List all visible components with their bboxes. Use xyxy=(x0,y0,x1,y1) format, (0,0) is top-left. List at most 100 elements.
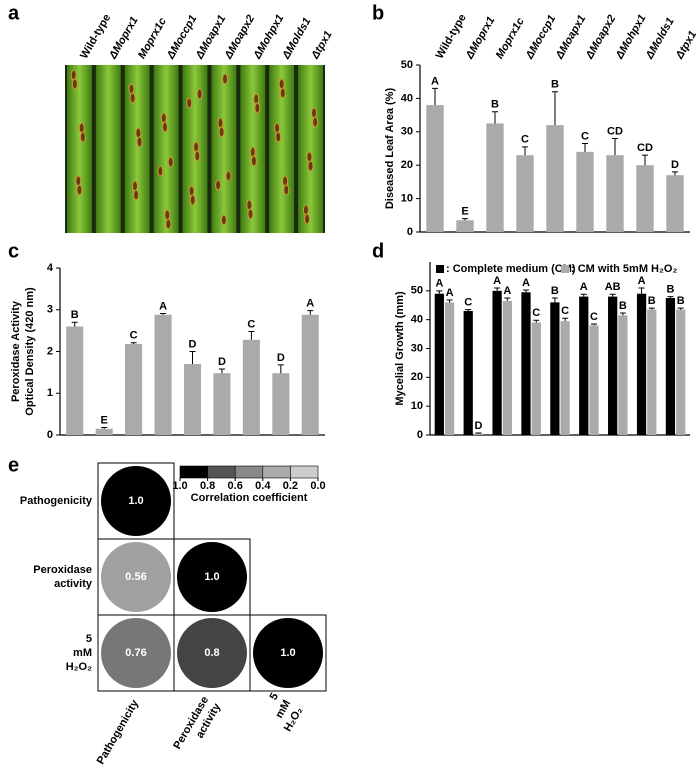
y-axis-label: Peroxidase Activity xyxy=(10,300,22,402)
y-tick-label: 4 xyxy=(47,262,54,274)
significance-letter: A xyxy=(435,278,443,290)
significance-letter: D xyxy=(277,352,285,364)
y-axis-label: Diseased Leaf Area (%) xyxy=(384,88,396,210)
bar xyxy=(213,373,231,435)
significance-letter: E xyxy=(461,206,468,218)
lesion xyxy=(249,146,256,158)
significance-letter: C xyxy=(521,134,529,146)
error-bar xyxy=(580,293,587,297)
bar xyxy=(618,315,628,435)
lesion xyxy=(250,155,257,167)
y-tick-label: 30 xyxy=(401,126,413,138)
significance-letter: C xyxy=(532,307,540,319)
bar xyxy=(576,151,594,232)
bar xyxy=(579,296,589,435)
bar xyxy=(463,311,473,435)
correlation-label: 1.0 xyxy=(204,571,219,583)
row-label: Pathogenicity xyxy=(20,495,93,507)
significance-letter: C xyxy=(561,305,569,317)
correlation-label: 0.56 xyxy=(125,571,146,583)
correlation-circle xyxy=(101,618,171,688)
colorbar-tick-label: 0.2 xyxy=(283,480,298,492)
y-tick-label: 3 xyxy=(47,304,53,316)
significance-letter: D xyxy=(671,159,679,171)
significance-letter: B xyxy=(551,79,559,91)
significance-letter: AB xyxy=(605,281,621,293)
bar xyxy=(665,298,676,435)
leaf xyxy=(95,65,121,233)
bar xyxy=(272,373,290,435)
bar xyxy=(560,321,570,435)
significance-letter: A xyxy=(159,300,167,312)
error-bar xyxy=(582,142,588,152)
panel-label: d xyxy=(372,240,384,262)
error-bar xyxy=(248,330,255,340)
lesion xyxy=(304,213,311,225)
significance-letter: A xyxy=(431,75,439,87)
bar xyxy=(444,302,455,435)
lesion xyxy=(306,151,313,163)
leaf xyxy=(298,65,323,233)
lesion xyxy=(218,126,225,138)
error-bar xyxy=(101,426,108,429)
significance-letter: C xyxy=(464,296,472,308)
lesion xyxy=(76,184,83,196)
error-bar xyxy=(475,432,482,434)
bar xyxy=(636,293,647,435)
y-tick-label: 20 xyxy=(411,371,423,383)
bar xyxy=(242,339,260,435)
leaf xyxy=(153,65,179,233)
error-bar xyxy=(307,310,314,315)
error-bar xyxy=(672,171,678,176)
correlation-label: 0.76 xyxy=(125,647,146,659)
y-tick-label: 1 xyxy=(47,387,53,399)
leaf xyxy=(124,65,150,233)
error-bar xyxy=(432,87,438,106)
lesion xyxy=(215,179,222,191)
significance-letter: E xyxy=(100,414,107,426)
panel-label: c xyxy=(8,240,19,262)
colorbar-box xyxy=(262,465,291,479)
strain-label: Moprx1c xyxy=(136,16,169,61)
bar xyxy=(426,105,444,232)
lesion xyxy=(157,165,164,177)
correlation-circle xyxy=(177,542,247,612)
legend-label: : Complete medium (CM) xyxy=(446,263,576,275)
lesion xyxy=(167,156,174,168)
significance-letter: C xyxy=(130,330,138,342)
error-bar xyxy=(462,218,468,221)
x-tick-label: Moprx1c xyxy=(494,16,527,61)
significance-letter: B xyxy=(71,309,79,321)
lesion xyxy=(194,150,201,162)
significance-letter: D xyxy=(218,356,226,368)
lesion xyxy=(196,88,203,100)
lesion xyxy=(129,92,136,104)
lesion xyxy=(133,189,140,201)
significance-letter: A xyxy=(306,297,314,309)
colorbar-tick-label: 1.0 xyxy=(172,480,187,492)
lesion xyxy=(75,175,82,187)
lesion xyxy=(193,141,200,153)
bar xyxy=(434,293,444,435)
lesion xyxy=(186,97,193,109)
lesion xyxy=(275,131,282,143)
lesion xyxy=(78,122,85,134)
error-bar xyxy=(504,297,511,301)
correlation-circle xyxy=(101,542,171,612)
bar xyxy=(66,326,84,435)
legend-label: : CM with 5mM H₂O₂ xyxy=(571,263,677,275)
lesion xyxy=(71,78,78,90)
correlation-circle xyxy=(101,466,171,536)
error-bar xyxy=(552,91,558,126)
correlation-circle xyxy=(177,618,247,688)
lesion xyxy=(278,78,285,90)
significance-letter: B xyxy=(677,295,685,307)
bar xyxy=(516,155,534,232)
error-bar xyxy=(591,323,598,326)
colorbar-label: Correlation coefficient xyxy=(191,492,308,504)
error-bar xyxy=(277,364,284,374)
colorbar-tick-label: 0.8 xyxy=(200,480,215,492)
significance-letter: A xyxy=(493,275,501,287)
error-bar xyxy=(638,287,645,294)
significance-letter: B xyxy=(619,300,627,312)
